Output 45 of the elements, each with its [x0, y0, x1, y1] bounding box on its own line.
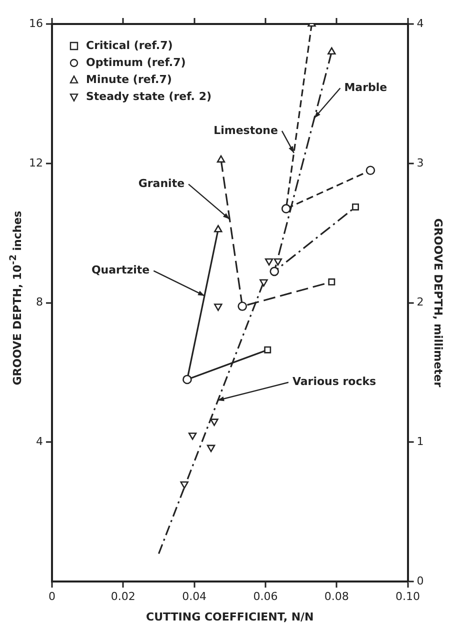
- point: [264, 346, 272, 354]
- y2-axis-title: GROOVE DEPTH, millimeter: [432, 218, 445, 388]
- point: [214, 224, 222, 232]
- y-tick-label: 4: [36, 435, 43, 448]
- point: [180, 481, 188, 489]
- point: [210, 418, 218, 426]
- x-tick-label: 0.10: [396, 590, 420, 604]
- point: [214, 304, 222, 311]
- legend-label: Optimum (ref.7): [86, 56, 186, 69]
- point: [188, 432, 197, 440]
- x-axis-title: CUTTING COEFFICIENT, N/N: [146, 610, 314, 624]
- legend-label: Critical (ref.7): [86, 38, 173, 52]
- point: [281, 204, 291, 214]
- point: [260, 279, 268, 287]
- point: [270, 266, 280, 276]
- y2-tick-label: 1: [416, 435, 424, 448]
- point: [274, 258, 282, 266]
- point: [182, 374, 192, 384]
- point: [352, 203, 359, 210]
- x-tick-label: 0.02: [110, 590, 136, 604]
- annotation: Various rocks: [292, 375, 377, 388]
- annotation: Quartzite: [91, 264, 150, 277]
- point: [366, 166, 376, 176]
- annotation: Marble: [344, 80, 388, 94]
- y2-tick-label: 2: [416, 296, 424, 309]
- y2-tick-label: 3: [416, 156, 424, 170]
- annotation: Limestone: [214, 124, 278, 137]
- point: [238, 302, 248, 311]
- annotation: Granite: [138, 177, 185, 190]
- legend-label: Steady state (ref. 2): [86, 90, 212, 103]
- y2-tick-label: 0: [416, 574, 424, 588]
- x-tick-label: 0.04: [182, 590, 207, 604]
- y2-tick-label: 4: [416, 16, 424, 30]
- x-tick-label: 0.06: [253, 590, 278, 604]
- point: [216, 155, 226, 163]
- point: [328, 47, 336, 55]
- x-tick-label: 0: [48, 590, 56, 604]
- point: [264, 258, 274, 266]
- y-tick-label: 8: [36, 296, 43, 309]
- point: [206, 444, 216, 452]
- point: [328, 278, 336, 286]
- legend-label: Minute (ref.7): [86, 72, 172, 86]
- y-tick-label: 12: [28, 156, 43, 170]
- y-tick-label: 16: [28, 16, 43, 30]
- x-tick-label: 0.08: [324, 590, 349, 604]
